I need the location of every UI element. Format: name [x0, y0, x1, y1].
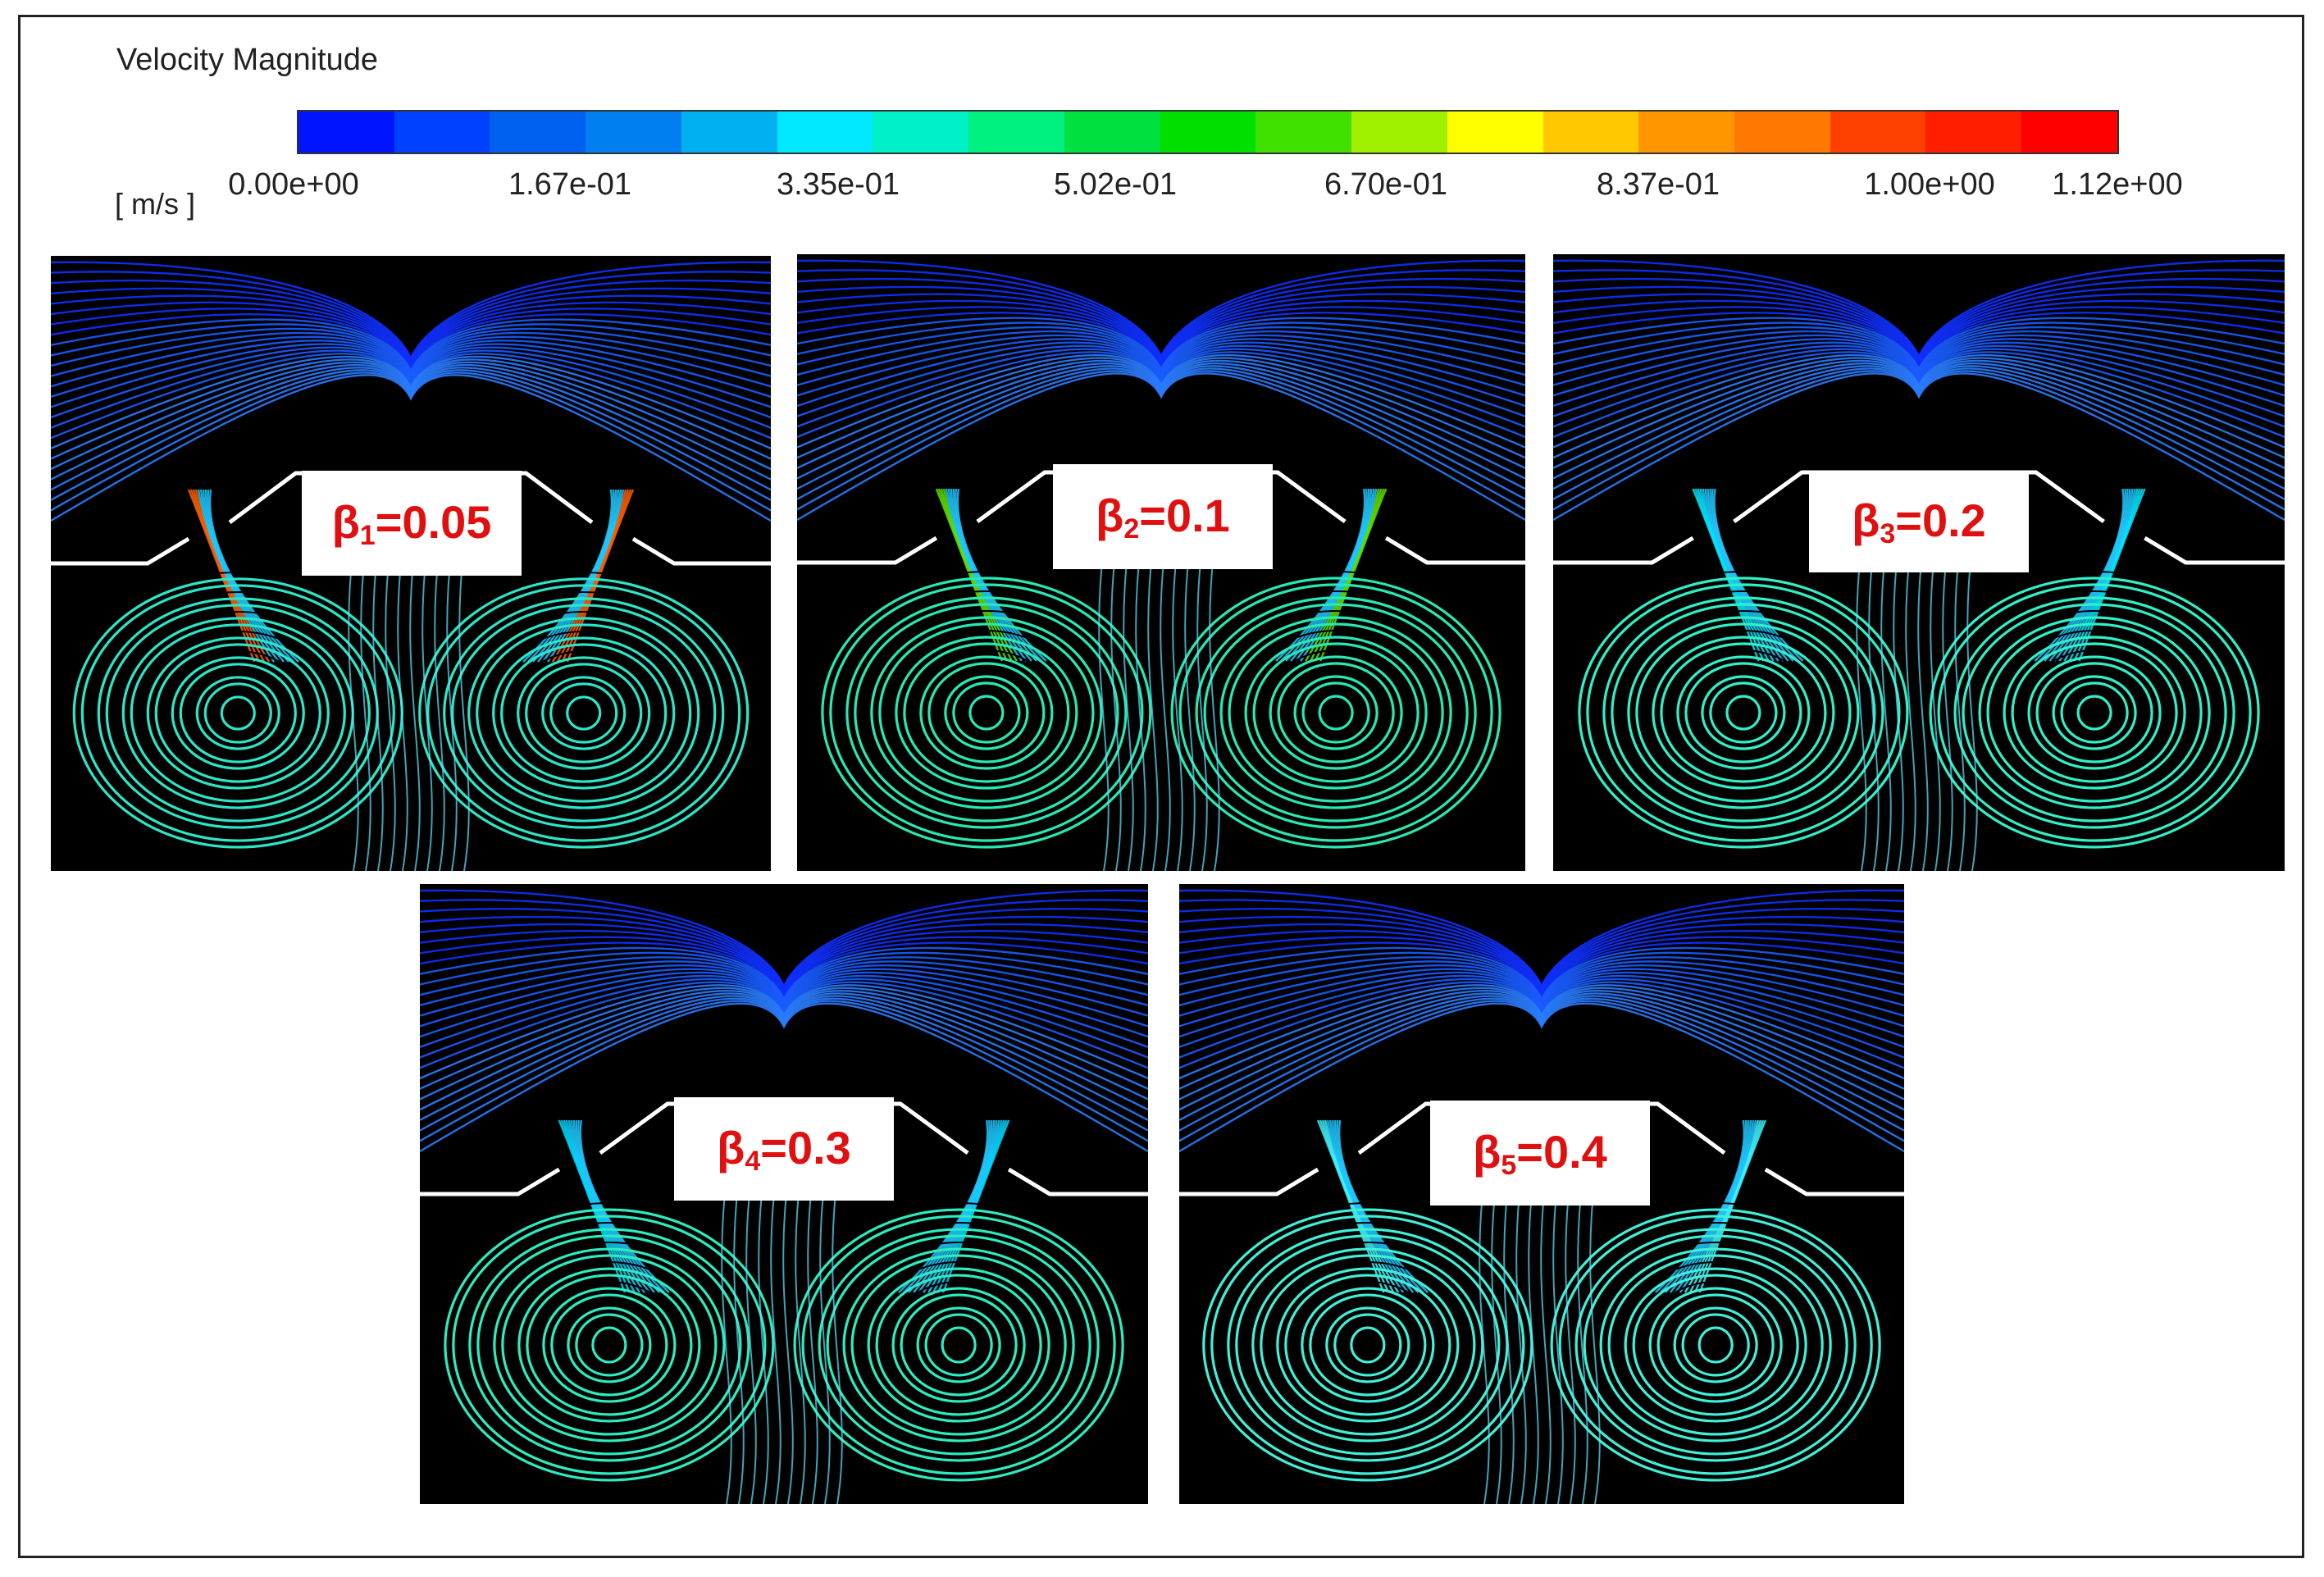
- upper-streamlines: [797, 259, 1525, 522]
- streamline-panel-2: β2=0.1: [797, 254, 1525, 871]
- vortex-streamlines: [65, 546, 757, 871]
- beta-label-2: β2=0.1: [1096, 489, 1230, 545]
- colorbar-segment: [394, 112, 490, 153]
- colorbar-tick: 3.35e-01: [776, 167, 900, 202]
- streamline-plot-4: [420, 889, 1148, 1504]
- vortex-streamlines: [813, 545, 1510, 871]
- streamline-panel-5: β5=0.4: [1179, 884, 1904, 1504]
- vortex-streamlines: [435, 1177, 1132, 1504]
- colorbar-segment: [1925, 112, 2022, 153]
- beta-label-1: β1=0.05: [331, 495, 492, 551]
- upper-streamlines: [420, 889, 1148, 1153]
- streamline-panel-1: β1=0.05: [51, 256, 771, 871]
- legend-unit: [ m/s ]: [115, 187, 195, 221]
- vortex-streamlines: [1570, 545, 2268, 871]
- colorbar-segment: [1255, 112, 1352, 153]
- colorbar-segment: [1638, 112, 1735, 153]
- panel-label-5: β5=0.4: [1430, 1101, 1650, 1206]
- colorbar-segment: [1351, 112, 1447, 153]
- colorbar-segment: [968, 112, 1064, 153]
- streamline-plot-1: [51, 261, 771, 871]
- colorbar-segment: [2021, 112, 2117, 153]
- colorbar-segment: [490, 112, 586, 153]
- vortex-streamlines: [1194, 1177, 1889, 1504]
- colorbar-segment: [298, 112, 394, 153]
- colorbar-tick: 5.02e-01: [1053, 167, 1178, 202]
- colorbar-segment: [1447, 112, 1543, 153]
- beta-label-4: β4=0.3: [717, 1121, 851, 1177]
- beta-label-3: β3=0.2: [1852, 494, 1986, 549]
- upper-streamlines: [51, 261, 771, 522]
- panel-label-2: β2=0.1: [1053, 464, 1273, 569]
- panel-label-1: β1=0.05: [302, 471, 522, 576]
- colorbar-segment: [1064, 112, 1160, 153]
- colorbar-tick: 6.70e-01: [1324, 167, 1448, 202]
- jet-regions: [935, 488, 1388, 662]
- colorbar-segment: [1542, 112, 1639, 153]
- legend-title: Velocity Magnitude: [116, 43, 378, 77]
- colorbar-segment: [873, 112, 969, 153]
- panel-label-3: β3=0.2: [1809, 471, 2029, 572]
- upper-streamlines: [1553, 259, 2285, 522]
- colorbar-segment: [777, 112, 873, 153]
- colorbar-segment: [681, 112, 777, 153]
- streamline-panel-4: β4=0.3: [420, 884, 1148, 1504]
- panel-label-4: β4=0.3: [674, 1097, 894, 1201]
- streamline-plot-3: [1553, 259, 2285, 871]
- colorbar-segment: [1160, 112, 1256, 153]
- beta-label-5: β5=0.4: [1473, 1125, 1607, 1181]
- streamline-panel-3: β3=0.2: [1553, 254, 2285, 871]
- colorbar-segment: [1734, 112, 1830, 153]
- colorbar-segment: [1830, 112, 1926, 153]
- streamline-plot-5: [1179, 889, 1904, 1504]
- jet-regions: [1692, 488, 2146, 662]
- colorbar-tick: 1.12e+00: [2052, 167, 2183, 202]
- colorbar-tick: 8.37e-01: [1596, 167, 1720, 202]
- colorbar-tick: 1.67e-01: [508, 167, 632, 202]
- colorbar-segment: [586, 112, 681, 153]
- upper-streamlines: [1179, 889, 1904, 1153]
- colorbar-tick: 0.00e+00: [228, 167, 359, 202]
- colorbar: [297, 110, 2119, 154]
- colorbar-tick: 1.00e+00: [1864, 167, 1995, 202]
- jet-regions: [187, 489, 635, 663]
